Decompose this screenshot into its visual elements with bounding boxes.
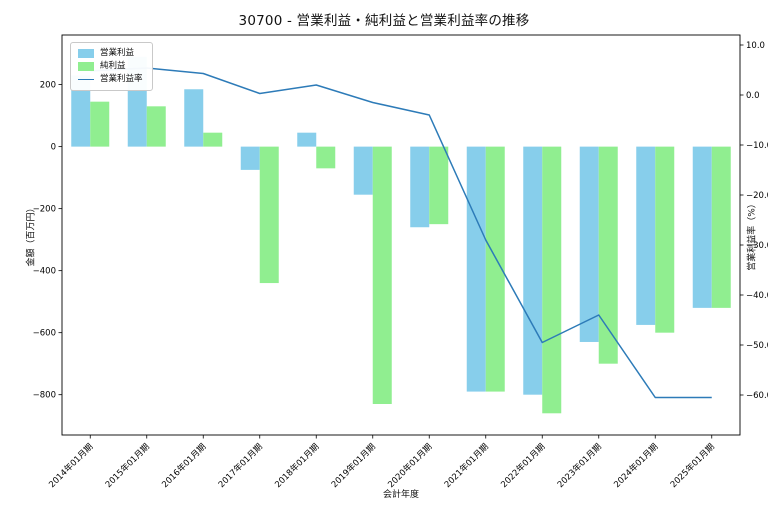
y-tick-label-right: −60.0: [746, 391, 768, 401]
y-axis-label-right: 営業利益率（%）: [747, 199, 758, 271]
plot-area: [62, 35, 740, 435]
bar: [259, 146, 279, 284]
legend-label-operating-profit: 営業利益: [100, 48, 135, 58]
x-axis-label: 会計年度: [382, 490, 419, 500]
y-tick-label-right: −20.0: [746, 191, 768, 201]
x-tick-label: 2016年01月期: [160, 441, 209, 490]
x-tick-label: 2017年01月期: [216, 441, 265, 490]
bar: [203, 132, 223, 147]
x-tick-label: 2025年01月期: [668, 441, 717, 490]
legend: 営業利益 純利益 営業利益率: [70, 42, 153, 91]
bar: [410, 146, 430, 228]
y-tick-label-left: 200: [40, 80, 56, 90]
bar: [466, 146, 486, 392]
bar: [598, 146, 618, 364]
chart-title: 30700 - 営業利益・純利益と営業利益率の推移: [238, 13, 530, 29]
x-tick-label: 2023年01月期: [555, 441, 604, 490]
bar: [711, 146, 731, 308]
profit-margin-line: [90, 67, 712, 399]
y-tick-label-right: −30.0: [746, 241, 768, 251]
bar: [240, 146, 260, 170]
operating-profit-swatch: [78, 48, 94, 58]
bar: [184, 89, 204, 147]
bar: [71, 75, 91, 147]
y-tick-label-left: −800: [33, 390, 56, 400]
x-tick-label: 2022年01月期: [499, 441, 548, 490]
y-tick-label-right: −40.0: [746, 291, 768, 301]
y-tick-label-right: −10.0: [746, 141, 768, 151]
y-tick-label-left: −200: [33, 204, 56, 214]
x-tick-label: 2020年01月期: [386, 441, 435, 490]
bar: [353, 146, 373, 195]
bar: [523, 146, 543, 395]
net-profit-swatch: [78, 61, 94, 71]
bar: [542, 146, 562, 414]
y-tick-label-left: 0: [51, 142, 56, 152]
bar: [146, 106, 166, 147]
legend-item-net-profit: 純利益: [78, 61, 143, 71]
bar: [372, 146, 392, 404]
x-tick-label: 2018年01月期: [273, 441, 322, 490]
x-tick-label: 2015年01月期: [103, 441, 152, 490]
bar: [655, 146, 675, 333]
y-tick-label-right: 0.0: [746, 91, 760, 101]
x-tick-label: 2021年01月期: [442, 441, 491, 490]
x-tick-label: 2024年01月期: [612, 441, 661, 490]
legend-item-operating-profit: 営業利益: [78, 48, 143, 58]
bar: [579, 146, 599, 342]
bar: [429, 146, 449, 225]
bar: [297, 132, 317, 147]
bar: [485, 146, 505, 392]
y-tick-label-right: −50.0: [746, 341, 768, 351]
bar: [90, 101, 110, 147]
profit-margin-line-swatch: [78, 78, 94, 80]
x-tick-label: 2019年01月期: [329, 441, 378, 490]
bar: [636, 146, 656, 325]
plot-border: [61, 34, 741, 436]
legend-item-profit-margin: 営業利益率: [78, 74, 143, 84]
bar: [316, 146, 336, 169]
x-tick-label: 2014年01月期: [47, 441, 96, 490]
y-tick-label-left: −400: [33, 266, 56, 276]
legend-label-profit-margin: 営業利益率: [100, 74, 143, 85]
bar-series-1: [90, 101, 731, 414]
bar: [692, 146, 712, 308]
y-axis-label-left: 金額（百万円）: [26, 203, 37, 267]
y-tick-label-right: 10.0: [746, 41, 765, 51]
y-tick-label-left: −600: [33, 328, 56, 338]
legend-label-net-profit: 純利益: [100, 61, 126, 72]
